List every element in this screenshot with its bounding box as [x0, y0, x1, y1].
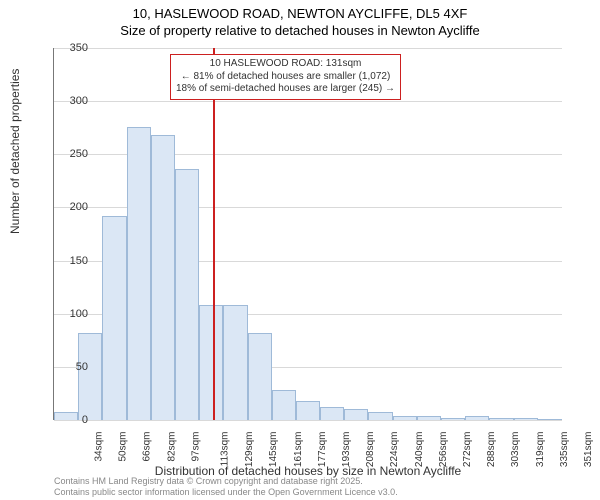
x-tick-label: 288sqm — [486, 432, 497, 468]
histogram-bar — [465, 416, 489, 420]
histogram-bar — [393, 416, 417, 420]
property-marker-line — [213, 48, 215, 420]
x-tick-label: 240sqm — [414, 432, 425, 468]
histogram-bar — [368, 412, 392, 421]
x-tick-label: 97sqm — [190, 432, 201, 462]
y-tick-label: 0 — [58, 414, 88, 426]
annotation-line: ← 81% of detached houses are smaller (1,… — [176, 71, 395, 84]
histogram-bar — [514, 418, 538, 420]
histogram-bar — [417, 416, 441, 420]
y-axis-title: Number of detached properties — [8, 69, 22, 234]
x-tick-label: 224sqm — [389, 432, 400, 468]
y-tick-label: 250 — [58, 148, 88, 160]
histogram-bar — [296, 401, 320, 420]
x-tick-label: 113sqm — [219, 432, 230, 467]
histogram-bar — [538, 419, 562, 420]
histogram-bar — [151, 135, 175, 420]
plot: 10 HASLEWOOD ROAD: 131sqm← 81% of detach… — [54, 48, 562, 420]
annotation-line: 18% of semi-detached houses are larger (… — [176, 83, 395, 96]
histogram-bar — [175, 169, 199, 420]
y-tick-label: 200 — [58, 201, 88, 213]
histogram-bar — [127, 127, 151, 420]
x-tick-label: 272sqm — [462, 432, 473, 468]
histogram-bar — [102, 216, 126, 420]
y-tick-label: 150 — [58, 255, 88, 267]
x-tick-label: 161sqm — [293, 432, 304, 468]
histogram-bar — [272, 390, 296, 420]
x-tick-label: 208sqm — [365, 432, 376, 468]
chart-title: 10, HASLEWOOD ROAD, NEWTON AYCLIFFE, DL5… — [0, 0, 600, 40]
x-tick-label: 319sqm — [535, 432, 546, 468]
x-tick-label: 34sqm — [94, 432, 105, 462]
annotation-line: 10 HASLEWOOD ROAD: 131sqm — [176, 58, 395, 71]
histogram-bar — [199, 305, 223, 420]
x-tick-label: 129sqm — [244, 432, 255, 468]
title-address: 10, HASLEWOOD ROAD, NEWTON AYCLIFFE, DL5… — [0, 6, 600, 23]
attribution-line-1: Contains HM Land Registry data © Crown c… — [54, 476, 398, 487]
histogram-bar — [489, 418, 513, 420]
attribution-line-2: Contains public sector information licen… — [54, 487, 398, 498]
chart-container: 10, HASLEWOOD ROAD, NEWTON AYCLIFFE, DL5… — [0, 0, 600, 500]
y-tick-label: 100 — [58, 308, 88, 320]
histogram-bar — [248, 333, 272, 420]
annotation-box: 10 HASLEWOOD ROAD: 131sqm← 81% of detach… — [170, 54, 401, 100]
x-tick-label: 351sqm — [583, 432, 594, 468]
x-tick-label: 177sqm — [317, 432, 328, 468]
x-tick-label: 193sqm — [341, 432, 352, 468]
title-subtitle: Size of property relative to detached ho… — [0, 23, 600, 40]
x-tick-label: 50sqm — [118, 432, 129, 462]
y-tick-label: 350 — [58, 42, 88, 54]
plot-area: 10 HASLEWOOD ROAD: 131sqm← 81% of detach… — [54, 48, 562, 420]
attribution: Contains HM Land Registry data © Crown c… — [54, 476, 398, 498]
y-tick-label: 50 — [58, 361, 88, 373]
x-tick-label: 256sqm — [438, 432, 449, 468]
gridline — [54, 101, 562, 102]
histogram-bar — [320, 407, 344, 420]
x-tick-label: 303sqm — [510, 432, 521, 468]
x-tick-label: 145sqm — [269, 432, 280, 468]
histogram-bar — [441, 418, 465, 420]
histogram-bar — [344, 409, 368, 420]
x-tick-label: 335sqm — [559, 432, 570, 468]
histogram-bar — [78, 333, 102, 420]
x-tick-label: 66sqm — [142, 432, 153, 462]
histogram-bar — [223, 305, 247, 420]
gridline — [54, 48, 562, 49]
gridline — [54, 420, 562, 421]
x-tick-label: 82sqm — [166, 432, 177, 462]
y-tick-label: 300 — [58, 95, 88, 107]
